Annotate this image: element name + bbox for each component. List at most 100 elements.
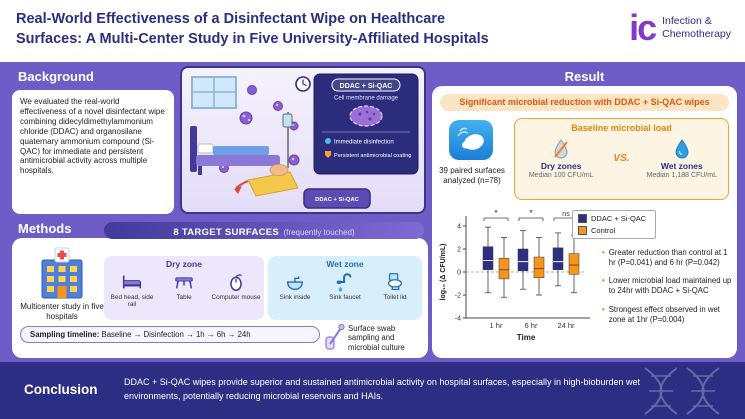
wet-droplet-icon — [675, 139, 689, 159]
surface-item-label: Computer mouse — [211, 294, 261, 301]
target-surfaces-banner: 8 TARGET SURFACES (frequently touched) — [104, 222, 424, 239]
mechanism-card-title: DDAC + Si-QAC — [340, 83, 393, 90]
hospital-bed-icon — [190, 126, 280, 175]
illustration-svg: DDAC + Si-QAC Cell membrane damage Immed… — [190, 73, 419, 209]
clock-icon — [295, 76, 311, 92]
svg-text:6 hr: 6 hr — [525, 321, 538, 330]
bullet-item-1: • Greater reduction than control at 1 hr … — [602, 248, 732, 268]
journal-logo-mark: ic — [629, 7, 657, 48]
dry-zones-value: Median 100 CFU/mL — [528, 172, 594, 179]
wet-zone-card: Wet zone Sink inside Sink faucet — [268, 256, 422, 320]
result-bullets: • Greater reduction than control at 1 hr … — [602, 248, 732, 325]
shield-icon — [325, 151, 331, 158]
chart-legend: DDAC + Si-QAC Control — [572, 210, 656, 239]
timeline-label: Sampling timeline: — [30, 330, 100, 339]
background-card: We evaluated the real-world effectivenes… — [12, 90, 174, 214]
conclusion-text: DDAC + Si-QAC wipes provide superior and… — [124, 377, 641, 401]
dry-zone-label: Dry zone — [166, 259, 202, 269]
hospital-room-illustration: DDAC + Si-QAC Cell membrane damage Immed… — [180, 66, 426, 214]
iv-stand-icon — [282, 112, 293, 168]
svg-text:ns: ns — [562, 211, 570, 218]
wipe-package — [303, 188, 371, 209]
faucet-icon — [336, 273, 352, 292]
bullet-text: Lower microbial load maintained up to 24… — [608, 276, 732, 296]
svg-text:-2: -2 — [455, 293, 461, 300]
svg-text:*: * — [529, 208, 533, 218]
hand-icon — [269, 164, 289, 176]
journal-logo: ic Infection & Chemotherapy — [629, 8, 731, 48]
surface-item-label: Table — [176, 294, 192, 301]
sink-icon — [286, 276, 304, 291]
immediate-disinfection-label: Immediate disinfection — [334, 140, 394, 146]
wet-zone-label: Wet zone — [326, 259, 364, 269]
wet-zones-value: Median 1,188 CFU/mL — [646, 172, 718, 179]
swab-icon — [324, 322, 346, 355]
svg-text:1 hr: 1 hr — [490, 321, 503, 330]
methods-card: Multicenter study in five hospitals Dry … — [12, 238, 428, 358]
wet-zones-label: Wet zones — [660, 161, 703, 171]
computer-mouse-icon — [230, 274, 242, 291]
svg-text:2: 2 — [457, 247, 461, 254]
header: Real-World Effectiveness of a Disinfecta… — [0, 0, 745, 62]
baseline-title: Baseline microbial load — [571, 123, 672, 133]
svg-text:*: * — [494, 208, 498, 218]
baseline-load-box: Baseline microbial load Dry zones Median… — [514, 118, 729, 200]
cell-membrane-damage-label: Cell membrane damage — [334, 96, 399, 102]
methods-heading: Methods — [18, 221, 72, 236]
dry-zones-group: Dry zones Median 100 CFU/mL — [521, 138, 601, 179]
surface-item-label: Bed head, side rail — [110, 294, 154, 309]
surface-item-label: Toilet lid — [383, 294, 407, 301]
journal-name-line2: Chemotherapy — [662, 28, 731, 40]
wipe-icon — [247, 171, 299, 197]
legend-label-ddac: DDAC + Si-QAC — [591, 214, 647, 223]
wiping-hand-icon — [449, 120, 493, 160]
window-icon — [191, 76, 237, 109]
conclusion-band: Conclusion DDAC + Si-QAC wipes provide s… — [0, 362, 745, 419]
conclusion-heading: Conclusion — [24, 382, 98, 397]
surface-item-sink: Sink inside — [270, 271, 320, 301]
surface-item-toilet: Toilet lid — [370, 271, 420, 301]
wet-zones-group: Wet zones Median 1,188 CFU/mL — [642, 138, 722, 179]
bullet-marker: • — [602, 304, 605, 314]
ddac-mechanism-card: DDAC + Si-QAC Cell membrane damage Immed… — [313, 73, 419, 175]
svg-text:24 hr: 24 hr — [557, 321, 575, 330]
bullet-text: Greater reduction than control at 1 hr (… — [608, 248, 728, 268]
legend-swatch-ddac — [578, 214, 587, 223]
background-text: We evaluated the real-world effectivenes… — [20, 97, 165, 176]
bullet-marker: • — [602, 248, 605, 257]
bullet-item-3: • Strongest effect observed in wet zone a… — [602, 305, 732, 325]
wipe-package-label: DDAC + Si-QAC — [315, 197, 359, 203]
surfaces-title: 8 TARGET SURFACES — [173, 227, 280, 238]
persistent-coating-label: Persistent antimicrobial coating — [334, 153, 411, 159]
dry-droplet-icon — [554, 139, 568, 159]
sampling-timeline: Sampling timeline: Baseline → Disinfecti… — [20, 326, 320, 343]
legend-label-control: Control — [591, 226, 616, 235]
dry-zones-label: Dry zones — [540, 161, 582, 171]
bullet-text: Strongest effect observed in wet zone at… — [608, 304, 720, 324]
timeline-value: Baseline → Disinfection → 1h → 6h → 24h — [99, 330, 251, 339]
background-heading: Background — [18, 69, 94, 84]
result-banner: Significant microbial reduction with DDA… — [440, 94, 729, 111]
svg-text:Time: Time — [517, 333, 536, 342]
surface-item-label: Sink faucet — [329, 294, 361, 301]
paper-title-line1: Real-World Effectiveness of a Disinfecta… — [16, 11, 446, 27]
surfaces-subtitle: (frequently touched) — [283, 228, 355, 237]
svg-text:log₁₀ (Δ CFU/mL): log₁₀ (Δ CFU/mL) — [440, 244, 447, 301]
legend-item-ddac: DDAC + Si-QAC — [578, 214, 650, 223]
result-card: Significant microbial reduction with DDA… — [432, 86, 737, 358]
surface-item-mouse: Computer mouse — [211, 271, 261, 309]
svg-text:0: 0 — [457, 270, 461, 277]
legend-item-control: Control — [578, 226, 650, 235]
bullet-marker: • — [602, 276, 605, 286]
vs-label: VS. — [613, 153, 630, 164]
surface-item-faucet: Sink faucet — [320, 271, 370, 301]
toilet-icon — [387, 273, 403, 290]
result-heading: Result — [564, 69, 605, 84]
paper-title-line2: Surfaces: A Multi-Center Study in Five U… — [16, 31, 489, 47]
dry-zone-card: Dry zone Bed head, side rail Table — [104, 256, 264, 320]
surface-item-label: Sink inside — [279, 294, 311, 301]
bed-icon — [122, 275, 142, 289]
spray-icon — [325, 138, 331, 144]
legend-swatch-control — [578, 226, 587, 235]
swab-text: Surface swab sampling and microbial cult… — [348, 324, 405, 352]
